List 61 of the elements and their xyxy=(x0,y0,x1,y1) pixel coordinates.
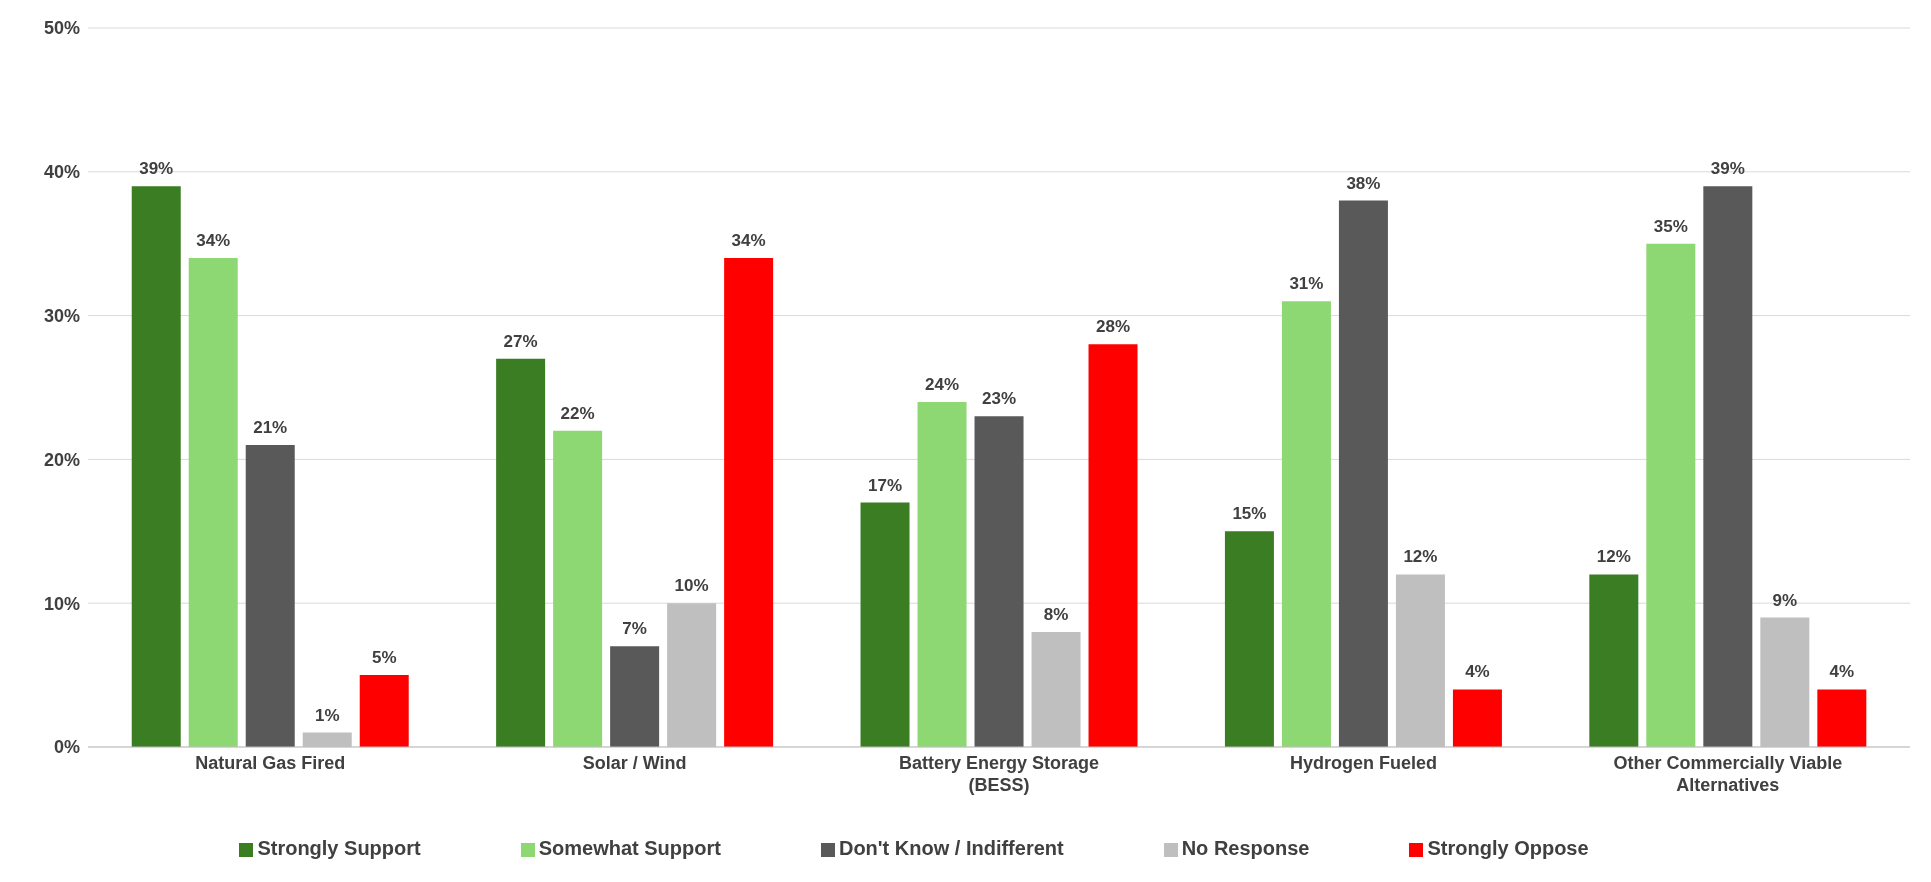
data-label: 22% xyxy=(560,403,595,423)
bar xyxy=(1817,689,1867,747)
bar xyxy=(1589,574,1639,747)
y-tick-label: 50% xyxy=(43,18,80,39)
data-label: 17% xyxy=(868,475,903,495)
data-label: 8% xyxy=(1043,604,1069,624)
x-tick-label: Hydrogen Fueled xyxy=(1289,753,1437,773)
data-label: 9% xyxy=(1772,590,1798,610)
x-tick-label: Natural Gas Fired xyxy=(195,753,346,773)
data-label: 21% xyxy=(253,418,288,438)
bar xyxy=(553,430,603,747)
y-tick-label: 30% xyxy=(43,305,80,326)
bar xyxy=(1224,531,1274,747)
data-label: 23% xyxy=(982,389,1017,409)
bar xyxy=(610,646,660,747)
y-tick-label: 0% xyxy=(53,737,80,758)
bar xyxy=(245,445,295,747)
bar xyxy=(359,675,409,747)
data-label: 5% xyxy=(371,648,397,668)
data-label: 12% xyxy=(1403,547,1438,567)
data-label: 1% xyxy=(314,705,340,725)
legend-label: No Response xyxy=(1181,837,1310,859)
data-label: 10% xyxy=(674,576,709,596)
y-tick-label: 10% xyxy=(43,593,80,614)
bar xyxy=(496,358,546,747)
y-tick-label: 20% xyxy=(43,449,80,470)
bar xyxy=(1703,186,1753,747)
bar xyxy=(1281,301,1331,747)
data-label: 4% xyxy=(1465,662,1490,682)
legend-label: Strongly Support xyxy=(257,837,421,859)
legend-label: Somewhat Support xyxy=(538,837,721,859)
data-label: 35% xyxy=(1653,216,1688,236)
bar xyxy=(860,502,910,747)
data-label: 7% xyxy=(622,619,647,639)
data-label: 39% xyxy=(1710,159,1745,179)
x-tick-label: Battery Energy Storage (BESS) xyxy=(898,753,1100,795)
data-label: 28% xyxy=(1096,317,1131,337)
data-label: 12% xyxy=(1596,547,1631,567)
data-label: 34% xyxy=(196,231,231,251)
data-label: 34% xyxy=(731,231,766,251)
bar xyxy=(1088,344,1138,747)
legend-label: Strongly Oppose xyxy=(1427,837,1589,859)
data-label: 39% xyxy=(139,159,174,179)
bar xyxy=(1338,200,1388,747)
legend-label: Don't Know / Indifferent xyxy=(838,837,1064,859)
x-tick-label: Other Commercially Viable Alternatives xyxy=(1613,753,1843,795)
x-tick-label: Solar / Wind xyxy=(582,753,687,773)
y-tick-label: 40% xyxy=(43,162,80,183)
data-label: 4% xyxy=(1829,662,1855,682)
bar xyxy=(131,186,181,747)
bar xyxy=(1452,689,1502,747)
bar xyxy=(188,258,238,747)
bar xyxy=(917,401,967,747)
data-label: 15% xyxy=(1232,504,1267,524)
data-label: 31% xyxy=(1289,274,1324,294)
data-label: 24% xyxy=(925,374,960,394)
data-label: 27% xyxy=(503,331,538,351)
bar xyxy=(974,416,1024,747)
bar xyxy=(1646,243,1696,747)
data-label: 38% xyxy=(1346,173,1381,193)
bar xyxy=(724,258,774,747)
